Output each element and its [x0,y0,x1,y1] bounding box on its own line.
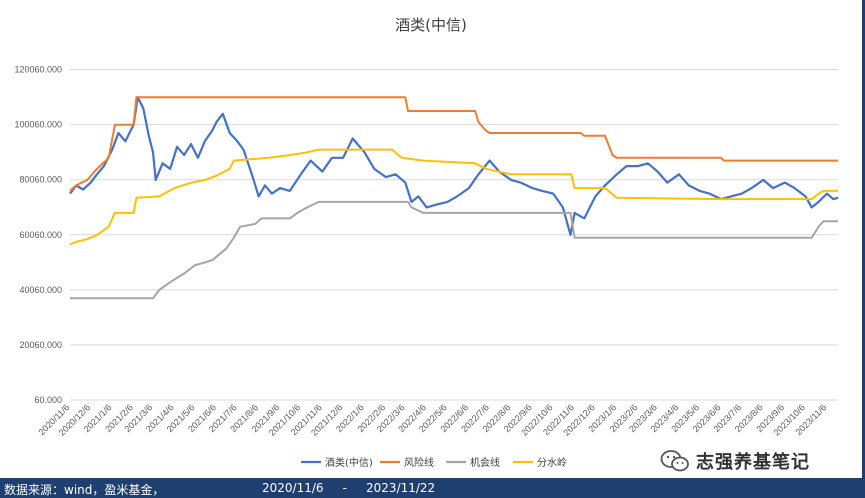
y-tick-label: 40060.000 [19,285,62,295]
line-chart: 60.000 20060.000 40060.000 60060.000 80060.0… [14,65,839,469]
wechat-icon [660,450,689,472]
date-start: 2020/11/6 [262,481,324,495]
series-lines [69,96,839,300]
y-tick-label: 120060.000 [14,65,62,75]
source-footer: 数据来源：wind，盈米基金， 2020/11/6 - 2023/11/22 [0,478,865,498]
watermark-text: 志强养基笔记 [696,452,810,473]
date-end: 2023/11/22 [366,481,436,495]
y-tick-label: 60060.000 [19,230,62,240]
y-tick-label: 20060.000 [19,340,62,350]
y-tick-label: 100060.000 [14,120,62,130]
chart-title: 酒类(中信) [395,16,467,34]
watermark: 志强养基笔记 [660,448,810,474]
source-text: 数据来源：wind，盈米基金， [4,483,165,497]
legend: 酒类(中信) 风险线 机会线 分水岭 [301,456,567,469]
legend-label: 机会线 [470,456,500,469]
y-axis-ticks: 60.000 20060.000 40060.000 60060.000 80060.0… [14,65,62,405]
legend-label: 风险线 [404,456,434,469]
series-line-3 [69,148,838,246]
legend-label: 酒类(中信) [325,456,373,469]
date-dash: - [342,481,347,495]
y-tick-label: 60.000 [34,395,62,405]
gridlines [70,69,838,401]
series-line-1 [69,96,838,192]
series-line-0 [69,96,839,236]
series-line-2 [70,200,838,300]
legend-label: 分水岭 [537,456,567,469]
chart-panel: 酒类(中信) 60.000 20060.000 40060.000 60060.000… [0,0,862,478]
y-tick-label: 80060.000 [19,175,62,185]
x-axis-ticks: 2020/11/62020/12/62021/1/62021/2/62021/3… [37,402,829,437]
date-range: 2020/11/6 - 2023/11/22 [262,481,435,495]
